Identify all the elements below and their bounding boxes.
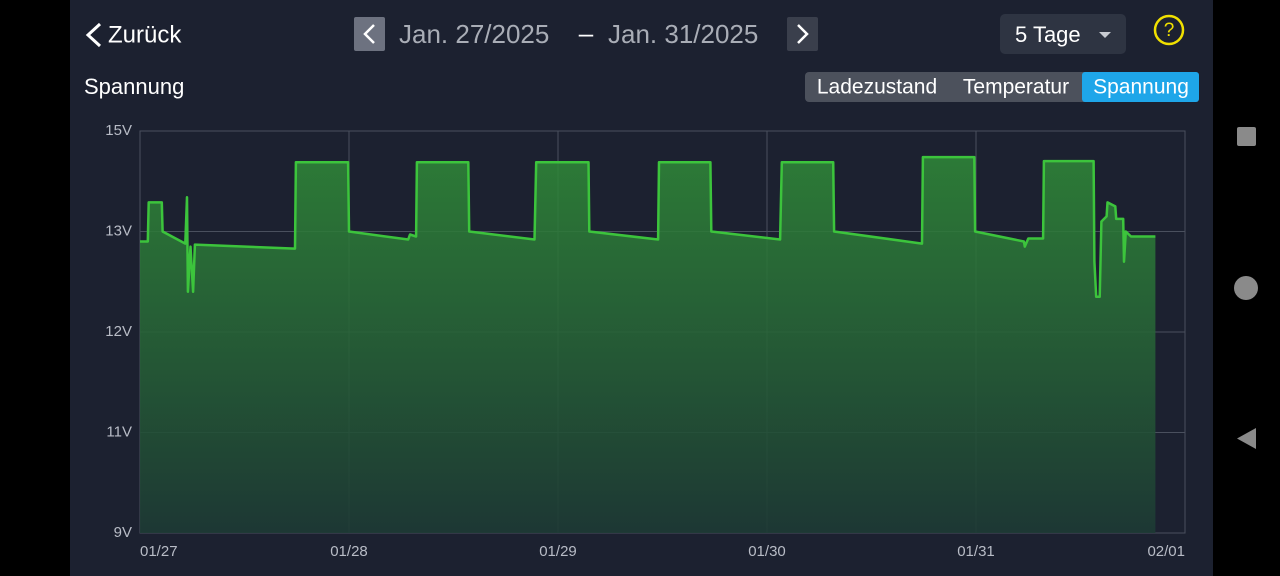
nav-home[interactable]: [1234, 276, 1258, 300]
line: [140, 155, 1156, 299]
range-label: 5 Tage: [1015, 22, 1081, 47]
plot: 9V 11V 12V 13V 15V 01/27 01/28 01/29 01/30 01/31 0…: [105, 122, 1186, 560]
nav-back[interactable]: [1237, 428, 1256, 449]
x-tick-label: 01/29: [539, 543, 577, 560]
back-button[interactable]: Zurück: [108, 21, 182, 48]
x-tick-label: 02/01: [1147, 543, 1185, 560]
prev-button[interactable]: [354, 17, 385, 51]
x-tick-label: 01/28: [330, 543, 368, 560]
tab-active: [1082, 72, 1199, 102]
next-button[interactable]: [787, 17, 818, 51]
y-tick-label: 9V: [114, 524, 132, 541]
date-separator: –: [579, 18, 594, 48]
help-button[interactable]: [1153, 14, 1185, 46]
nav-recent[interactable]: [1237, 127, 1256, 146]
x-tick-label: 01/31: [957, 543, 995, 560]
tab[interactable]: Temperatur: [963, 76, 1069, 99]
y-tick-label: 12V: [105, 323, 132, 340]
chart-title: Spannung: [84, 74, 184, 99]
dropdown-arrow: [1099, 32, 1111, 38]
tab[interactable]: Ladezustand: [817, 76, 937, 99]
next-icon: [797, 24, 809, 44]
y-tick-label: 15V: [105, 122, 132, 139]
tab[interactable]: Spannung: [1093, 76, 1189, 99]
x-tick-label: 01/30: [748, 543, 786, 560]
area: [140, 157, 1156, 533]
range-dropdown[interactable]: [1000, 14, 1126, 54]
start-date: Jan. 27/2025: [399, 19, 549, 49]
x-tick-label: 01/27: [140, 543, 178, 560]
help-icon: ?: [1164, 20, 1175, 41]
y-tick-label: 13V: [105, 222, 132, 239]
end-date: Jan. 31/2025: [608, 19, 758, 49]
y-tick-label: 11V: [106, 423, 132, 440]
back-icon[interactable]: [85, 22, 102, 48]
prev-icon: [363, 24, 375, 44]
